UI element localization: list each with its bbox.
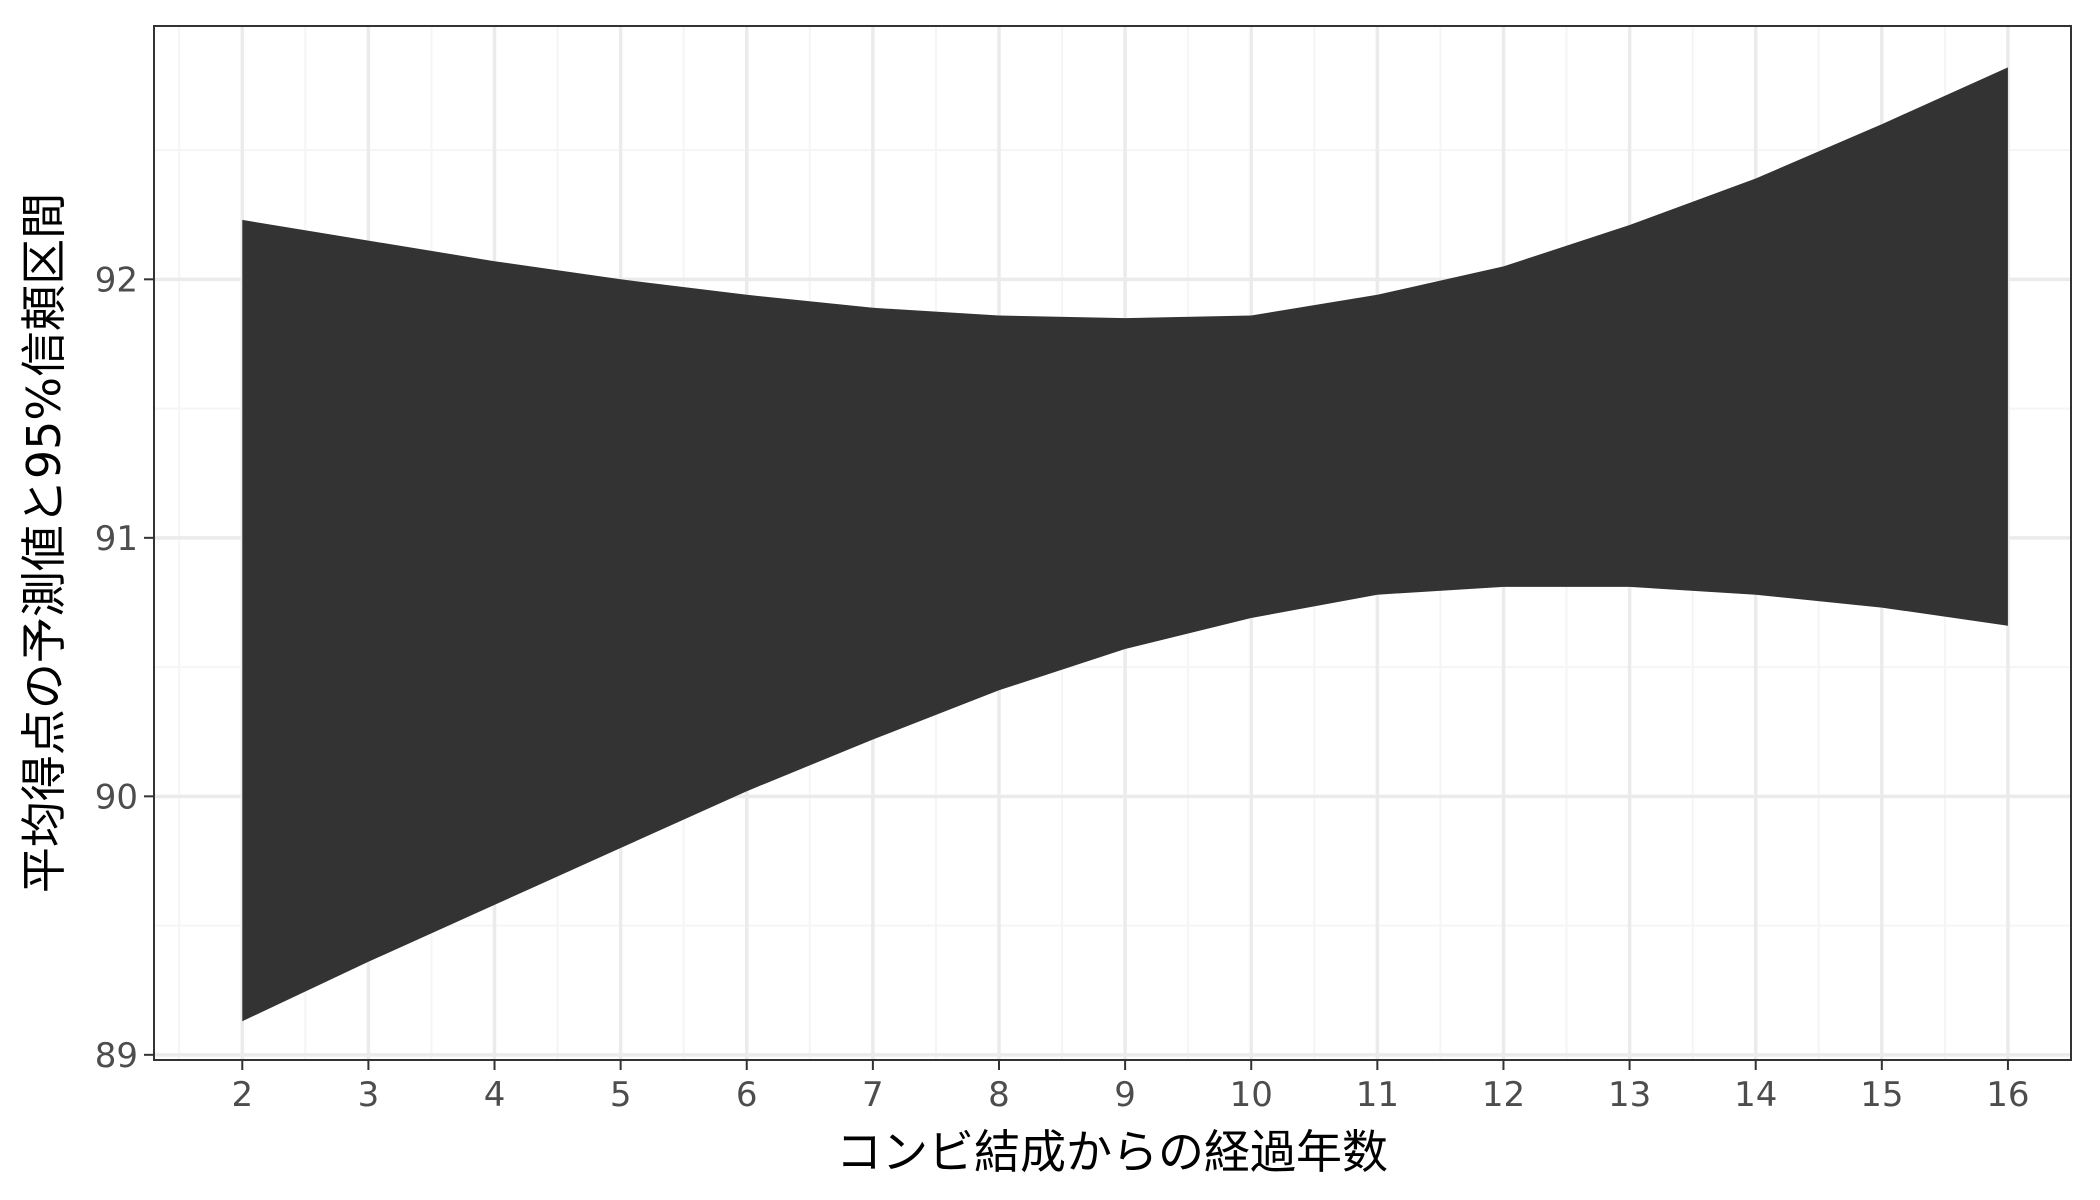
x-axis-ticks: 2 3 4 5 6 7 8 9 10 11 12 13 14 15 16 [231, 1060, 2030, 1115]
x-tick-label: 4 [484, 1075, 506, 1115]
x-tick-label: 8 [988, 1075, 1010, 1115]
x-tick-label: 5 [610, 1075, 632, 1115]
x-axis-title: コンビ結成からの経過年数 [836, 1125, 1388, 1179]
x-tick-label: 12 [1482, 1075, 1525, 1115]
y-tick-label: 89 [95, 1036, 138, 1076]
x-tick-label: 11 [1356, 1075, 1399, 1115]
confidence-band-layer [242, 67, 2008, 1022]
y-tick-label: 91 [95, 519, 138, 559]
confidence-band [242, 67, 2008, 1022]
x-tick-label: 15 [1860, 1075, 1903, 1115]
panel-border [153, 25, 2072, 1061]
x-tick-label: 16 [1986, 1075, 2029, 1115]
x-tick-label: 10 [1230, 1075, 1273, 1115]
y-axis-title: 平均得点の予測値と95%信頼区間 [17, 193, 71, 893]
x-tick-label: 13 [1608, 1075, 1651, 1115]
x-tick-label: 6 [736, 1075, 758, 1115]
x-tick-label: 2 [231, 1075, 253, 1115]
x-tick-label: 9 [1114, 1075, 1136, 1115]
y-tick-label: 90 [95, 777, 138, 817]
y-tick-label: 92 [95, 260, 138, 300]
x-tick-label: 14 [1734, 1075, 1777, 1115]
y-axis-ticks: 89 90 91 92 [95, 260, 154, 1076]
x-tick-label: 3 [358, 1075, 380, 1115]
x-tick-label: 7 [862, 1075, 884, 1115]
